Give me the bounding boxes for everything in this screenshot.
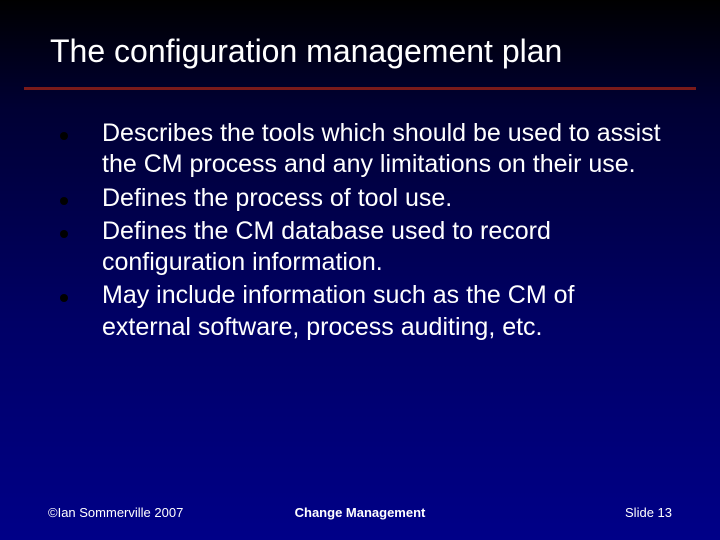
list-item: May include information such as the CM o… bbox=[60, 280, 670, 343]
bullet-icon bbox=[60, 197, 68, 205]
footer-copyright: ©Ian Sommerville 2007 bbox=[48, 505, 183, 520]
slide-footer: ©Ian Sommerville 2007 Change Management … bbox=[0, 505, 720, 520]
list-item: Describes the tools which should be used… bbox=[60, 118, 670, 181]
bullet-text: Defines the process of tool use. bbox=[102, 183, 452, 214]
footer-slide-number: Slide 13 bbox=[625, 505, 672, 520]
bullet-list: Describes the tools which should be used… bbox=[60, 118, 670, 343]
bullet-icon bbox=[60, 294, 68, 302]
title-area: The configuration management plan bbox=[0, 0, 720, 79]
bullet-icon bbox=[60, 230, 68, 238]
content-area: Describes the tools which should be used… bbox=[0, 90, 720, 343]
list-item: Defines the process of tool use. bbox=[60, 183, 670, 214]
slide-container: The configuration management plan Descri… bbox=[0, 0, 720, 540]
bullet-text: May include information such as the CM o… bbox=[102, 280, 670, 343]
bullet-icon bbox=[60, 132, 68, 140]
bullet-text: Defines the CM database used to record c… bbox=[102, 216, 670, 279]
slide-title: The configuration management plan bbox=[50, 34, 670, 69]
bullet-text: Describes the tools which should be used… bbox=[102, 118, 670, 181]
footer-title: Change Management bbox=[295, 505, 426, 520]
list-item: Defines the CM database used to record c… bbox=[60, 216, 670, 279]
